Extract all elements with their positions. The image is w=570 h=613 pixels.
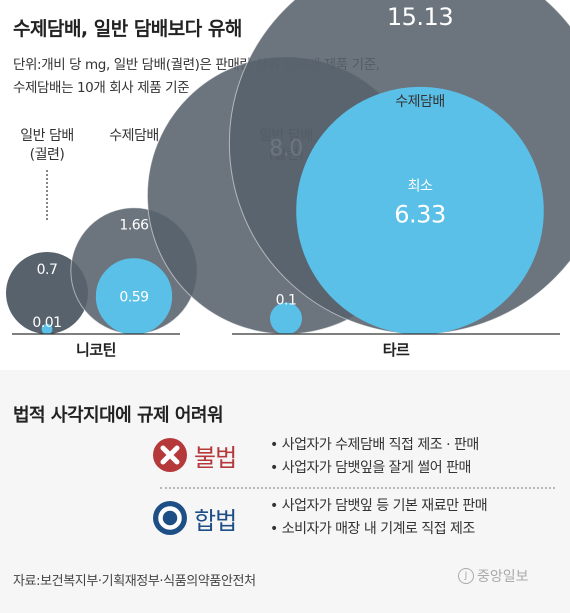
o-circle-icon	[152, 500, 188, 536]
nicotine-group-label: 니코틴	[76, 341, 116, 359]
tar-regular-min-value: 0.1	[276, 293, 297, 309]
source-note: 자료:보건복지부·기획재정부·식품의약품안전처	[13, 574, 256, 589]
x-circle-icon	[152, 437, 188, 473]
legal-label: 합법	[194, 507, 237, 535]
nicotine-handmade-max-value: 1.66	[119, 218, 149, 234]
illegal-label: 불법	[194, 444, 237, 472]
nicotine-regular-max-value: 0.7	[37, 262, 58, 278]
tar-handmade-min-caption: 최소	[408, 179, 433, 195]
nicotine-regular-max-bubble	[6, 252, 88, 334]
subtitle-line-2: 수제담배는 10개 회사 제품 기준	[13, 80, 190, 96]
tar-handmade-label: 수제담배	[395, 94, 445, 110]
nicotine-handmade-label: 수제담배	[109, 128, 159, 144]
tar-handmade-min-value: 6.33	[394, 201, 445, 229]
illegal-bullet-1: • 사업자가 수제담배 직접 제조 · 판매	[270, 437, 479, 453]
nicotine-handmade-min-value: 0.59	[119, 289, 148, 305]
legal-bullet-1: • 사업자가 담뱃잎 등 기본 재료만 판매	[270, 498, 488, 514]
tar-handmade-max-value: 15.13	[387, 3, 453, 31]
page-title: 수제담배, 일반 담배보다 유해	[13, 18, 242, 40]
nicotine-regular-label: 일반 담배	[20, 128, 73, 144]
regulation-panel	[0, 370, 570, 613]
illegal-bullet-2: • 사업자가 담뱃잎을 잘게 썰어 판매	[270, 460, 471, 476]
publisher-logo: J 중앙일보	[458, 566, 529, 586]
divider	[160, 487, 555, 489]
logo-mark: J	[458, 568, 474, 584]
logo-text: 중앙일보	[477, 569, 529, 585]
nicotine-regular-label: (궐련)	[30, 147, 65, 163]
legal-bullet-2: • 소비자가 매장 내 기계로 직접 제조	[270, 521, 475, 537]
nicotine-regular-min-value: 0.01	[32, 315, 61, 331]
section-title: 법적 사각지대에 규제 어려워	[13, 405, 224, 426]
tar-group-label: 타르	[383, 341, 410, 359]
